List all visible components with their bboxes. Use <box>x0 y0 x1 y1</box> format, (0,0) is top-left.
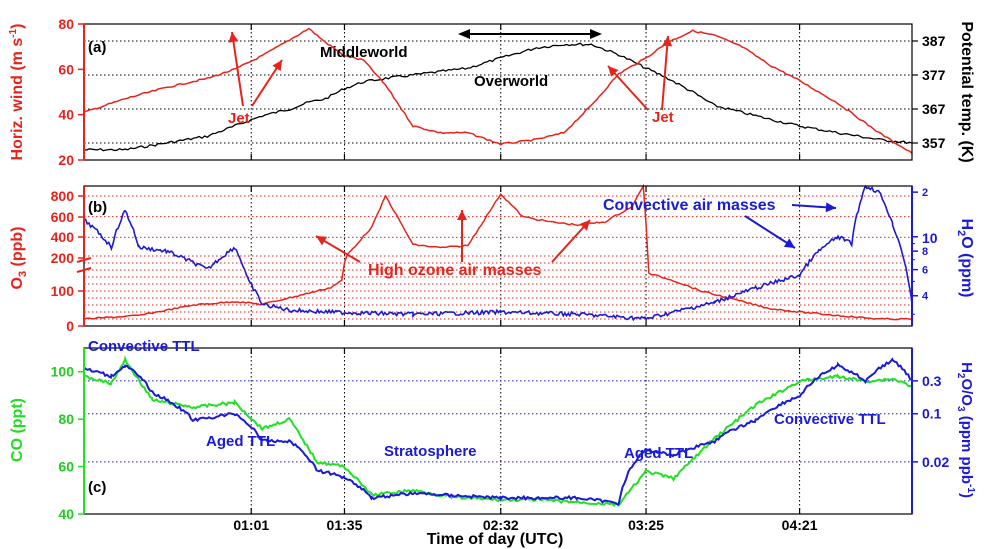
annotation-high-ozone: High ozone air masses <box>368 262 541 279</box>
series-potential-temp <box>83 42 913 152</box>
ytick-right-label-b-3: 10 <box>922 230 938 246</box>
arrow-ozone-2-head <box>457 210 467 220</box>
x-tick-label-3: 03:25 <box>628 517 664 533</box>
ytick-right-label-b-4: 2 <box>922 187 928 199</box>
ytick-right-label-c-0: 0.02 <box>922 454 949 470</box>
x-tick-label-1: 01:35 <box>327 517 363 533</box>
ytick-left-label-c-2: 80 <box>58 411 74 427</box>
annotation-jet-left: Jet <box>228 110 250 127</box>
text-layer: (a) (b) (c) Horiz. wind (m s-1) Potentia… <box>8 21 976 548</box>
ytick-left-label-a-3: 80 <box>58 16 74 32</box>
arrow-jet-right-2 <box>661 35 669 111</box>
x-axis-label: Time of day (UTC) <box>427 531 564 548</box>
ylabel-horiz-wind: Horiz. wind (m s-1) <box>8 24 26 161</box>
arrow-jet-right-1-head <box>272 60 282 72</box>
ytick-left-label-b-4: 400 <box>51 229 75 245</box>
arrow-jet-left-1-head <box>228 32 239 43</box>
ytick-right-label-b-1: 6 <box>922 265 928 277</box>
x-tick-label-4: 04:21 <box>782 517 818 533</box>
panel-frame-c <box>83 347 913 515</box>
arrow-jet-left-2-head <box>608 66 619 77</box>
ytick-left-label-a-0: 20 <box>58 152 74 168</box>
ytick-right-label-c-2: 0.3 <box>922 373 942 389</box>
annotation-aged-ttl-left: Aged TTL <box>206 433 275 450</box>
axes-layer: 01:01 01:35 02:32 03:25 04:21357367377387204… <box>51 16 950 533</box>
series-horiz-wind <box>83 27 913 154</box>
annotation-stratosphere: Stratosphere <box>384 443 477 460</box>
ytick-right-label-b-0: 4 <box>922 291 929 303</box>
series-co <box>83 355 913 508</box>
x-tick-label-2: 02:32 <box>483 517 519 533</box>
ylabel-h2o-o3: H2O/O3 (ppm ppb-1) <box>955 362 976 498</box>
ytick-left-label-b-3: 200 <box>51 250 75 266</box>
axis-break-b-1 <box>76 257 92 263</box>
annotation-overworld: Overworld <box>474 73 548 90</box>
ytick-right-label-a-2: 377 <box>922 67 946 83</box>
panel-label-c: (c) <box>88 479 106 496</box>
ytick-right-label-a-0: 357 <box>922 135 946 151</box>
panel-frame-a <box>83 23 913 161</box>
arrow-overworld-left-head <box>458 29 470 39</box>
ylabel-potential-temp: Potential temp. (K) <box>958 21 975 162</box>
series-h2o <box>83 184 913 322</box>
arrow-ozone-1-head <box>316 236 328 246</box>
arrow-ozone-3-head <box>579 220 590 231</box>
ylabel-o3: O3 (ppb) <box>9 227 29 290</box>
ytick-left-label-c-3: 100 <box>51 364 75 380</box>
ytick-left-label-b-0: 0 <box>66 318 74 334</box>
series-h2o-o3 <box>83 357 913 506</box>
ytick-left-label-b-6: 800 <box>51 188 75 204</box>
arrow-overworld-right-head <box>590 29 602 39</box>
ytick-left-label-b-1: 100 <box>51 283 75 299</box>
annotation-convective-air: Convective air masses <box>603 197 776 214</box>
ytick-right-label-c-1: 0.1 <box>922 406 942 422</box>
arrow-jet-left-1 <box>231 31 244 107</box>
panel-label-a: (a) <box>88 39 106 56</box>
x-tick-label-0: 01:01 <box>233 517 269 533</box>
annotation-convective-ttl-left: Convective TTL <box>88 338 200 355</box>
ytick-right-label-a-1: 367 <box>922 101 946 117</box>
annotation-middleworld: Middleworld <box>320 44 408 61</box>
annotation-jet-right: Jet <box>652 109 674 126</box>
panel-label-b: (b) <box>88 199 107 216</box>
series-layer <box>83 27 913 508</box>
ytick-right-label-a-3: 387 <box>922 33 946 49</box>
ytick-left-label-a-2: 60 <box>58 61 74 77</box>
series-o3 <box>83 183 913 321</box>
ytick-left-label-c-0: 40 <box>58 506 74 522</box>
arrow-convective-1-head <box>825 202 836 213</box>
ytick-left-label-c-1: 60 <box>58 459 74 475</box>
ytick-left-label-a-1: 40 <box>58 107 74 123</box>
annotation-aged-ttl-right: Aged TTL <box>624 445 693 462</box>
axis-break-b-2 <box>76 267 92 273</box>
ylabel-co: CO (ppt) <box>9 398 26 462</box>
arrow-convective-2-head <box>783 238 795 248</box>
annotation-convective-ttl-right: Convective TTL <box>774 411 886 428</box>
ylabel-h2o: H2O (ppm) <box>955 218 975 297</box>
arrow-jet-right-2-head <box>662 36 673 47</box>
ytick-left-label-b-5: 600 <box>51 209 75 225</box>
ytick-right-label-b-2: 8 <box>922 246 928 258</box>
